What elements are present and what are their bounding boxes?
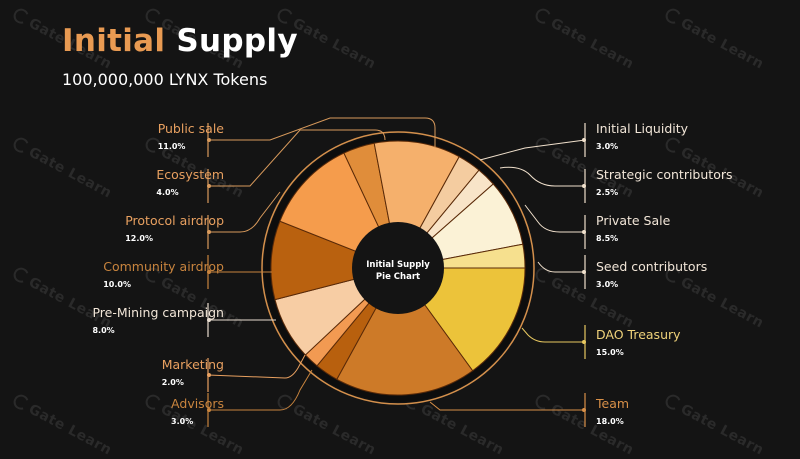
leader-line [208, 117, 436, 148]
legend-team: Team 18.0% [596, 396, 630, 426]
legend-ecosystem: Ecosystem 4.0% [156, 167, 224, 197]
pie-center-label: Initial Supply Pie Chart [348, 259, 448, 283]
leader-line [208, 129, 386, 187]
legend-marketing: Marketing 2.0% [161, 357, 224, 387]
leader-line [208, 191, 281, 233]
leader-line [521, 327, 585, 343]
pie-slice-team [336, 267, 474, 396]
center-line-2: Pie Chart [375, 272, 421, 282]
leader-line [537, 261, 585, 273]
legend-initial-liquidity: Initial Liquidity 3.0% [596, 121, 689, 151]
legend-seed-contributors: Seed contributors 3.0% [596, 259, 708, 289]
legend-pre-mining-campaign: Pre-Mining campaign 8.0% [92, 305, 224, 335]
legend-strategic-contributors: Strategic contributors 2.5% [596, 167, 733, 197]
leader-line [479, 139, 586, 161]
leader-line [524, 204, 585, 233]
title-rest: Supply [176, 23, 298, 59]
center-line-1: Initial Supply [366, 260, 430, 270]
leader-line [207, 354, 306, 379]
leader-line [208, 369, 313, 411]
legend-protocol-airdrop: Protocol airdrop 12.0% [125, 213, 224, 243]
title-accent: Initial [62, 23, 166, 59]
legend-private-sale: Private Sale 8.5% [596, 213, 671, 243]
legend-advisors: Advisors 3.0% [171, 396, 224, 426]
legend-public-sale: Public sale 11.0% [157, 121, 224, 151]
page-subtitle: 100,000,000 LYNX Tokens [62, 70, 268, 89]
legend-dao-treasury: DAO Treasury 15.0% [596, 327, 681, 357]
leader-line [429, 401, 585, 411]
pie-slice-community-airdrop [270, 220, 400, 301]
legend-community-airdrop: Community airdrop 10.0% [103, 259, 224, 289]
leader-line [499, 166, 585, 187]
page-title: Initial Supply [62, 23, 298, 59]
